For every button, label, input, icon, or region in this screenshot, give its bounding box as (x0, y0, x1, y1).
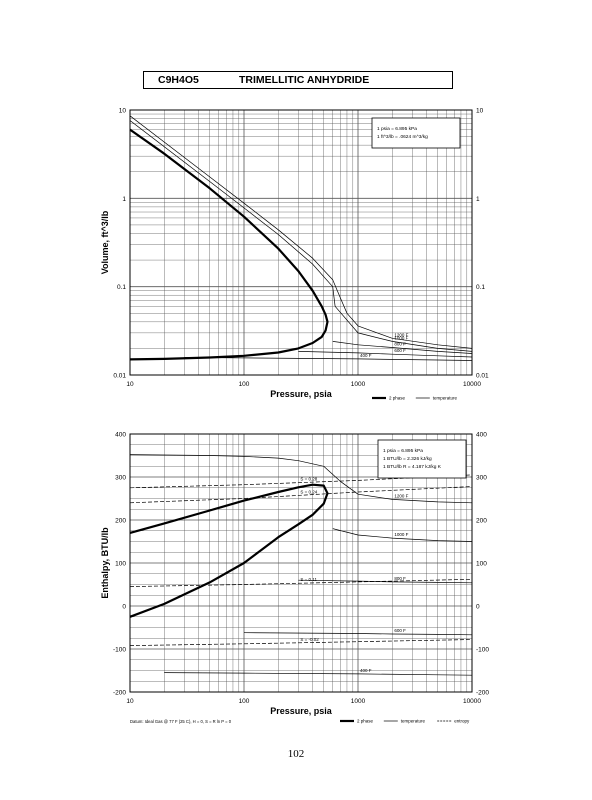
chart2-unit-note-line: 1 BTU/lb = 2.326 kJ/kg (383, 456, 432, 462)
chart2-series-label: 800 F (394, 576, 406, 581)
chart2-series-line (129, 454, 473, 504)
chart1-unit-note-line: 1 ft^3/lb = .0624 m^3/kg (377, 134, 428, 140)
chart1-legend-label: temperature (433, 396, 458, 401)
page-number: 102 (287, 748, 305, 760)
chart2-series-label: 600 F (394, 628, 406, 633)
chart1-y-tick-label-left: 0.1 (117, 284, 126, 291)
chart1-y-tick-label-right: 10 (476, 108, 484, 115)
chart2-y-tick-label-right: 100 (476, 561, 487, 568)
chart2-series-line (129, 639, 473, 646)
chart1-series-label: 800 F (394, 341, 406, 346)
compound-title-box: C9H4O5 TRIMELLITIC ANHYDRIDE (143, 71, 453, 89)
chart2-series-line (129, 578, 473, 587)
chart1-y-tick-label-right: 0.01 (476, 373, 489, 380)
chart2-y-tick-label-right: -200 (476, 690, 489, 697)
compound-formula: C9H4O5 (158, 74, 199, 86)
chart2-legend-label: 2 phase (357, 719, 374, 724)
chart1-series-line (129, 120, 473, 352)
chart2-plot-frame (129, 433, 473, 693)
chart2-series-line (332, 528, 473, 542)
chart1-series-line (332, 341, 473, 354)
chart2-y-tick-label-left: 300 (115, 475, 126, 482)
chart2-y-tick-label-right: 0 (476, 604, 480, 611)
chart2-x-axis-title: Pressure, psia (270, 706, 333, 716)
chart1-x-tick-label: 100 (239, 381, 250, 388)
chart2-y-tick-label-left: 200 (115, 518, 126, 525)
chart1-series-line (129, 115, 473, 349)
chart1-series-line (184, 357, 473, 361)
chart2-y-tick-label-left: -100 (113, 647, 126, 654)
compound-name: TRIMELLITIC ANHYDRIDE (239, 74, 370, 86)
chart2-y-tick-label-right: -100 (476, 647, 489, 654)
chart2-series-line (164, 672, 473, 676)
chart2-series-line (129, 486, 473, 504)
chart2-series-label: S = -0.02 (300, 637, 319, 642)
chart1-unit-note-box (371, 117, 461, 149)
chart1-series-line (298, 351, 473, 358)
chart2-series-label: 1000 F (394, 532, 408, 537)
chart2-series-label: S = 0.24 (300, 489, 317, 494)
chart2-datum-note: Datum: Ideal Gas @ 77 F (25 C), H = 0, S… (130, 719, 232, 724)
chart2-unit-note-line: 1 BTU/lb R = 4.187 kJ/kg K (383, 464, 442, 470)
chart1-y-tick-label-left: 10 (119, 108, 127, 115)
chart2-y-axis-title: Enthalpy, BTU/lb (100, 527, 110, 599)
chart2-series-label: 1200 F (394, 493, 408, 498)
chart2-x-tick-label: 10000 (463, 698, 481, 705)
chart1-x-tick-label: 1000 (351, 381, 366, 388)
chart2-x-tick-label: 10 (126, 698, 134, 705)
chart1-y-tick-label-right: 0.1 (476, 284, 485, 291)
chart2-legend-label: temperature (401, 719, 426, 724)
chart2-series-line (298, 579, 473, 584)
chart2-unit-note-line: 1 psia = 6.895 kPa (383, 448, 423, 454)
chart1-series-label: 1000 F (394, 335, 408, 340)
chart1-unit-note-line: 1 psia = 6.895 kPa (377, 126, 417, 132)
chart1-series-label: 600 F (394, 348, 406, 353)
chart2-y-tick-label-left: 400 (115, 432, 126, 439)
chart2-x-tick-label: 1000 (351, 698, 366, 705)
chart1-y-tick-label-right: 1 (476, 196, 480, 203)
chart2-y-tick-label-right: 300 (476, 475, 487, 482)
chart2-legend-label: entropy (454, 719, 470, 724)
chart2-y-tick-label-left: 100 (115, 561, 126, 568)
chart1-y-tick-label-left: 1 (122, 196, 126, 203)
chart1-legend-label: 2 phase (389, 396, 406, 401)
chart1-plot-frame (129, 109, 473, 376)
chart2-y-tick-label-right: 200 (476, 518, 487, 525)
chart2-y-tick-label-left: -200 (113, 690, 126, 697)
chart2-series-label: S = 0.11 (300, 577, 317, 582)
chart1-series-label: 1200 F (394, 332, 408, 337)
chart1-x-tick-label: 10000 (463, 381, 481, 388)
chart1-y-tick-label-left: 0.01 (113, 373, 126, 380)
chart2-series-label: 400 F (360, 668, 372, 673)
chart1-x-axis-title: Pressure, psia (270, 389, 333, 399)
chart2-y-tick-label-right: 400 (476, 432, 487, 439)
chart1-series-label: 400 F (360, 353, 372, 358)
chart2-y-tick-label-left: 0 (122, 604, 126, 611)
chart2-series-label: S = 0.28 (300, 477, 317, 482)
chart2-series-line (129, 483, 329, 618)
chart1-y-axis-title: Volume, ft^3/lb (100, 210, 110, 274)
chart2-series-line (243, 632, 473, 636)
chart2-unit-note-box (377, 439, 467, 479)
chart1-series-line (129, 128, 329, 361)
chart1-x-tick-label: 10 (126, 381, 134, 388)
chart2-x-tick-label: 100 (239, 698, 250, 705)
